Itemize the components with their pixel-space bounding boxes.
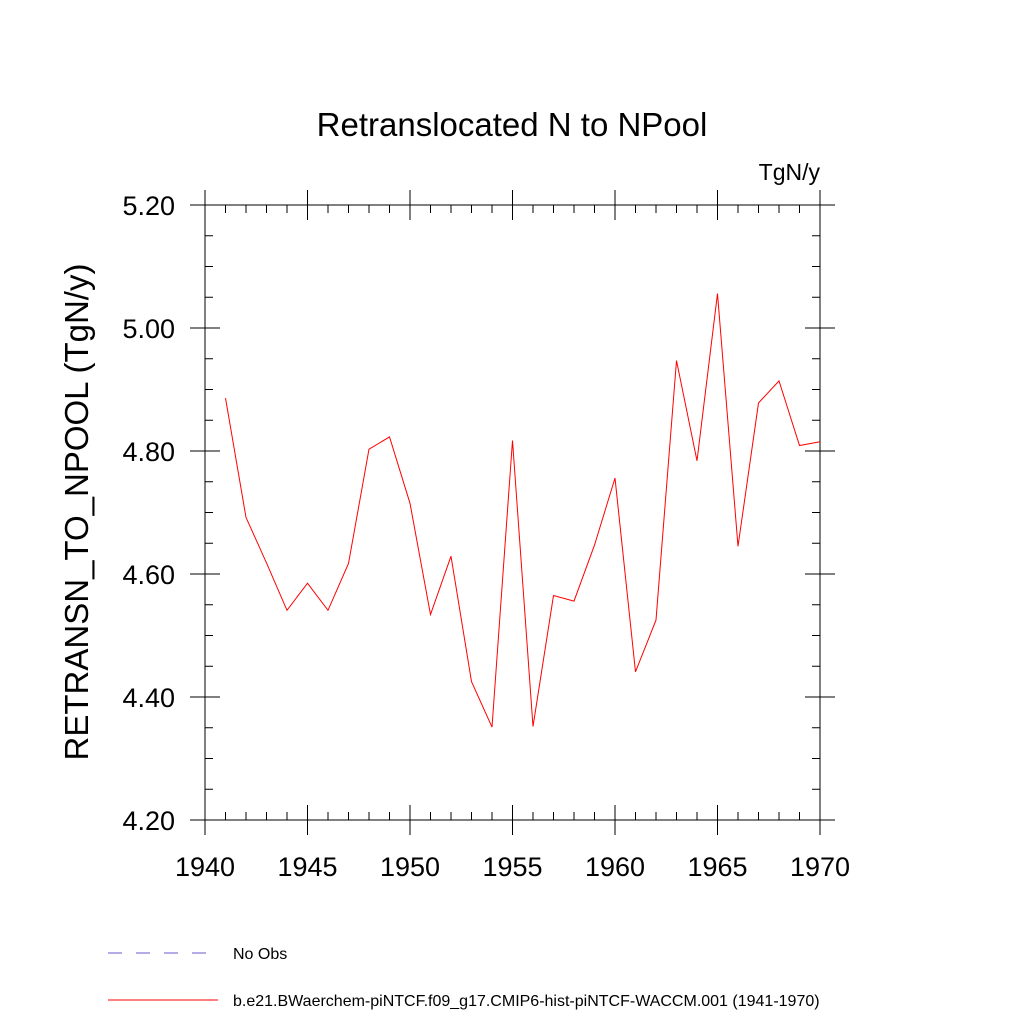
y-tick-labels: 4.20 4.40 4.60 4.80 5.00 5.20 bbox=[122, 191, 175, 836]
x-tick-label: 1970 bbox=[790, 852, 850, 882]
x-tick-label: 1950 bbox=[380, 852, 440, 882]
x-tick-label: 1960 bbox=[585, 852, 645, 882]
y-axis-label: RETRANSN_TO_NPOOL (TgN/y) bbox=[58, 264, 95, 761]
series-line bbox=[225, 293, 821, 728]
units-label: TgN/y bbox=[759, 159, 821, 185]
y-tick-label: 4.20 bbox=[122, 806, 175, 836]
y-tick-label: 4.40 bbox=[122, 683, 175, 713]
y-tick-label: 5.00 bbox=[122, 314, 175, 344]
legend-label-model-run: b.e21.BWaerchem-piNTCF.f09_g17.CMIP6-his… bbox=[233, 993, 820, 1010]
y-tick-label: 4.80 bbox=[122, 437, 175, 467]
plot-frame bbox=[204, 204, 821, 821]
x-tick-label: 1965 bbox=[687, 852, 747, 882]
series-lines bbox=[225, 293, 821, 728]
chart-title: Retranslocated N to NPool bbox=[317, 106, 708, 143]
legend-label-no-obs: No Obs bbox=[233, 946, 287, 963]
x-tick-labels: 1940 1945 1950 1955 1960 1965 1970 bbox=[175, 852, 850, 882]
y-tick-label: 4.60 bbox=[122, 560, 175, 590]
major-ticks bbox=[190, 190, 835, 835]
y-tick-label: 5.20 bbox=[122, 191, 175, 221]
x-tick-label: 1955 bbox=[482, 852, 542, 882]
legend: No Obs b.e21.BWaerchem-piNTCF.f09_g17.CM… bbox=[108, 946, 820, 1010]
minor-ticks bbox=[205, 205, 820, 820]
x-tick-label: 1945 bbox=[277, 852, 337, 882]
x-tick-label: 1940 bbox=[175, 852, 235, 882]
